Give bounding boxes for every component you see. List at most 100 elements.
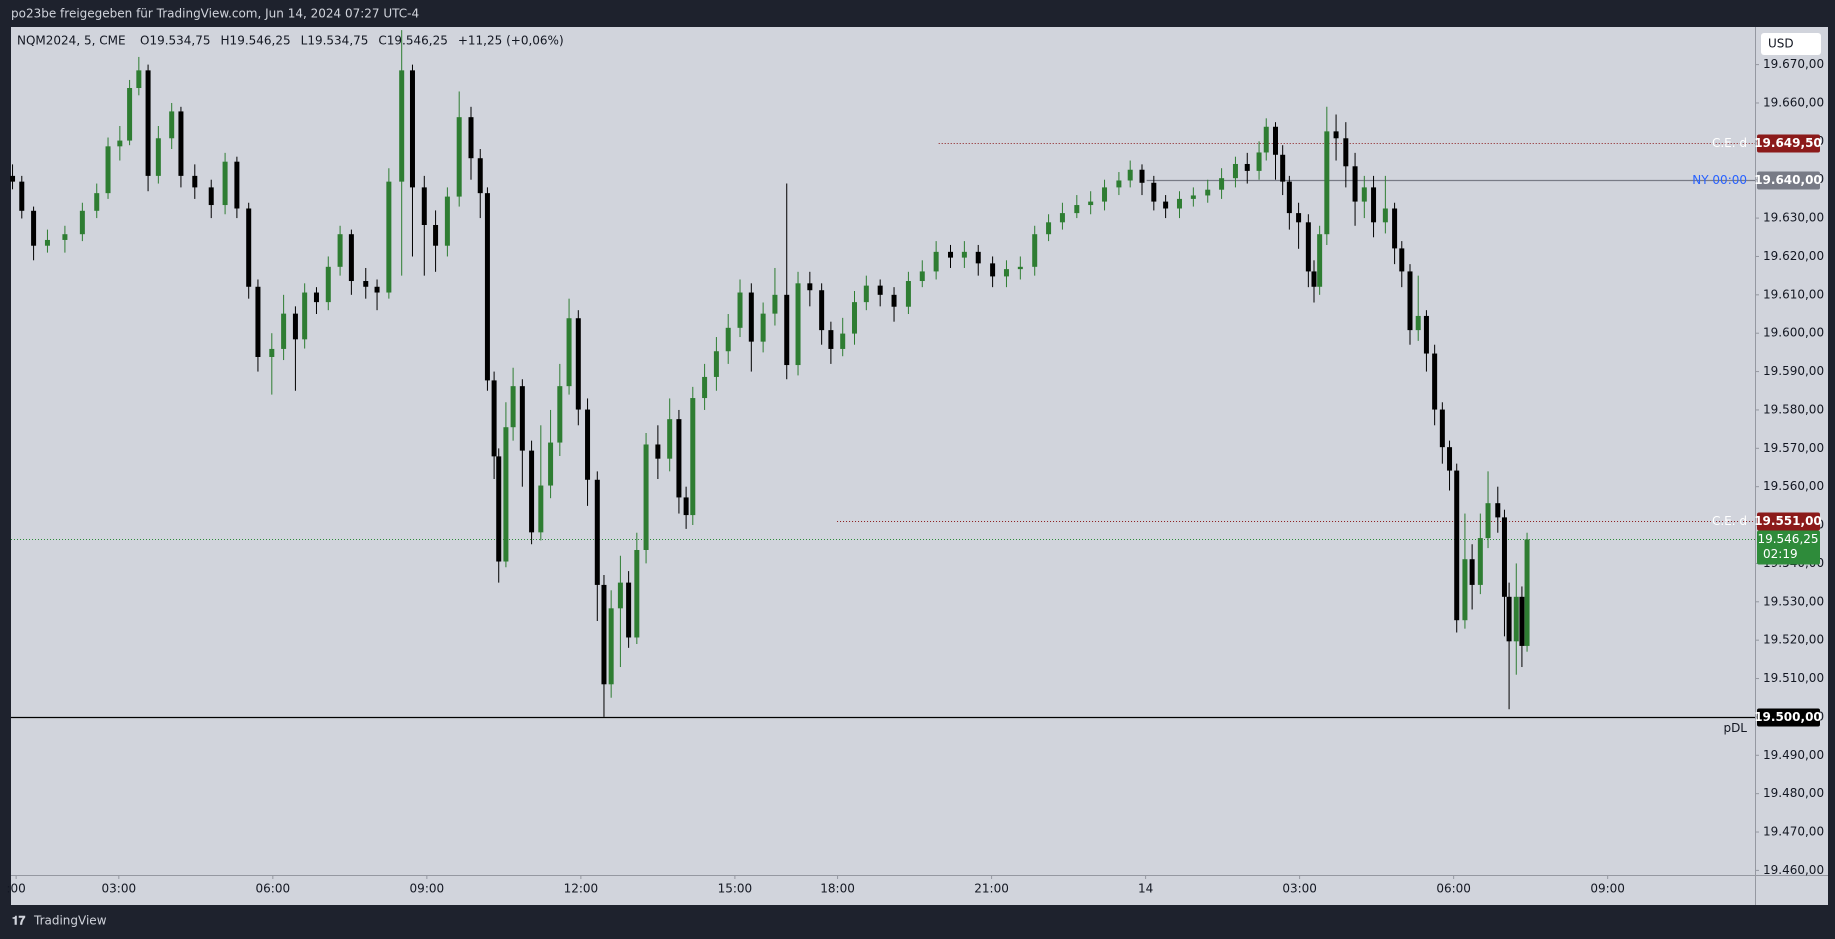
legend-item: O19.534,75 bbox=[140, 34, 211, 48]
candle-body bbox=[1495, 503, 1501, 518]
candle-body bbox=[1139, 169, 1145, 183]
candle-body bbox=[748, 292, 754, 342]
candle-body bbox=[1477, 538, 1483, 585]
candle-body bbox=[337, 234, 343, 267]
candle-body bbox=[1046, 222, 1052, 235]
candle-body bbox=[1447, 447, 1453, 471]
candle-body bbox=[690, 398, 696, 516]
candle-body bbox=[683, 497, 689, 516]
candle-body bbox=[1003, 269, 1009, 277]
candle-body bbox=[1462, 559, 1468, 621]
candle-body bbox=[713, 351, 719, 377]
price-tag-label: 19.551,00 bbox=[1754, 514, 1822, 528]
price-tag-label: 19.649,50 bbox=[1754, 136, 1822, 150]
candle-body bbox=[933, 251, 939, 272]
last-price-tag bbox=[1757, 530, 1820, 565]
y-tick-label: 19.490,00 bbox=[1763, 748, 1824, 762]
candle-body bbox=[702, 376, 708, 399]
candle-body bbox=[863, 285, 869, 303]
level-name: NY 00:00 bbox=[1692, 173, 1747, 187]
candle-body bbox=[1127, 169, 1133, 181]
y-tick-label: 19.470,00 bbox=[1763, 825, 1824, 839]
y-tick-label: 19.620,00 bbox=[1763, 249, 1824, 263]
last-price-label: 19.546,25 bbox=[1757, 532, 1818, 546]
candle-body bbox=[601, 584, 607, 685]
candle-body bbox=[1296, 213, 1302, 223]
candle-body bbox=[1017, 266, 1023, 270]
price-axis bbox=[1756, 27, 1828, 905]
currency-label[interactable]: USD bbox=[1768, 37, 1794, 51]
candle-body bbox=[155, 138, 161, 176]
candle-body bbox=[1407, 271, 1413, 331]
price-tag bbox=[1757, 512, 1820, 531]
symbol: NQM2024, 5, CME bbox=[17, 34, 126, 48]
brand: TradingView bbox=[33, 914, 107, 928]
candle-body bbox=[1305, 222, 1311, 272]
logo-mark: 𝟏𝟕 bbox=[12, 914, 26, 928]
candle-body bbox=[313, 292, 319, 303]
candle-body bbox=[819, 290, 825, 331]
price-tag bbox=[1757, 134, 1820, 153]
candle-body bbox=[585, 409, 591, 480]
candle-body bbox=[1333, 131, 1339, 139]
candle-body bbox=[117, 140, 123, 147]
y-tick-label: 19.520,00 bbox=[1763, 633, 1824, 647]
currency-button[interactable] bbox=[1761, 33, 1821, 55]
candle-body bbox=[575, 318, 581, 410]
candle-body bbox=[961, 251, 967, 258]
candle-body bbox=[1232, 163, 1238, 179]
candle-body bbox=[1074, 205, 1080, 214]
candle-body bbox=[496, 456, 502, 562]
candle-body bbox=[594, 479, 600, 585]
candle-body bbox=[1343, 138, 1349, 167]
candle-body bbox=[772, 294, 778, 314]
candle-body bbox=[626, 582, 632, 638]
candle-body bbox=[491, 380, 497, 457]
candle-body bbox=[557, 386, 563, 443]
level-name: C.E. d bbox=[1712, 136, 1747, 150]
legend-item: +11,25 (+0,06%) bbox=[458, 34, 564, 48]
candle-body bbox=[44, 239, 50, 246]
candle-body bbox=[1219, 178, 1225, 190]
candle-body bbox=[676, 419, 682, 498]
candle-body bbox=[484, 193, 490, 381]
y-tick-label: 19.600,00 bbox=[1763, 326, 1824, 340]
candle-body bbox=[948, 251, 954, 258]
candle-body bbox=[919, 271, 925, 282]
candle-body bbox=[94, 193, 100, 211]
y-tick-label: 19.560,00 bbox=[1763, 479, 1824, 493]
x-tick-label: 18:00 bbox=[820, 882, 855, 896]
candle-body bbox=[31, 210, 37, 246]
x-tick-label: 09:00 bbox=[410, 882, 445, 896]
x-tick-label: 03:00 bbox=[1282, 882, 1317, 896]
candle-body bbox=[1423, 315, 1429, 354]
candle-body bbox=[807, 283, 813, 291]
price-tag bbox=[1757, 708, 1820, 727]
y-tick-label: 19.610,00 bbox=[1763, 287, 1824, 301]
candle-body bbox=[1485, 503, 1491, 539]
candle-body bbox=[1501, 517, 1507, 597]
y-tick-label: 19.570,00 bbox=[1763, 441, 1824, 455]
candle-body bbox=[169, 111, 175, 139]
y-tick-label: 19.460,00 bbox=[1763, 863, 1824, 877]
candle-body bbox=[348, 234, 354, 282]
candle-body bbox=[1439, 409, 1445, 448]
candle-body bbox=[386, 181, 392, 293]
candle-body bbox=[10, 175, 16, 182]
y-tick-label: 19.590,00 bbox=[1763, 364, 1824, 378]
level-name: C.E. d bbox=[1712, 514, 1747, 528]
candle-body bbox=[62, 234, 68, 240]
candle-body bbox=[538, 485, 544, 533]
candle-body bbox=[1256, 152, 1262, 171]
candle-body bbox=[399, 70, 405, 182]
candle-body bbox=[828, 330, 834, 349]
candle-body bbox=[1513, 596, 1519, 642]
candle-body bbox=[975, 251, 981, 264]
candle-body bbox=[1524, 539, 1530, 646]
countdown: 02:19 bbox=[1763, 547, 1798, 561]
time-axis bbox=[11, 876, 1755, 905]
candle-body bbox=[1244, 163, 1250, 171]
candle-body bbox=[990, 263, 996, 277]
candle-body bbox=[1205, 189, 1211, 196]
